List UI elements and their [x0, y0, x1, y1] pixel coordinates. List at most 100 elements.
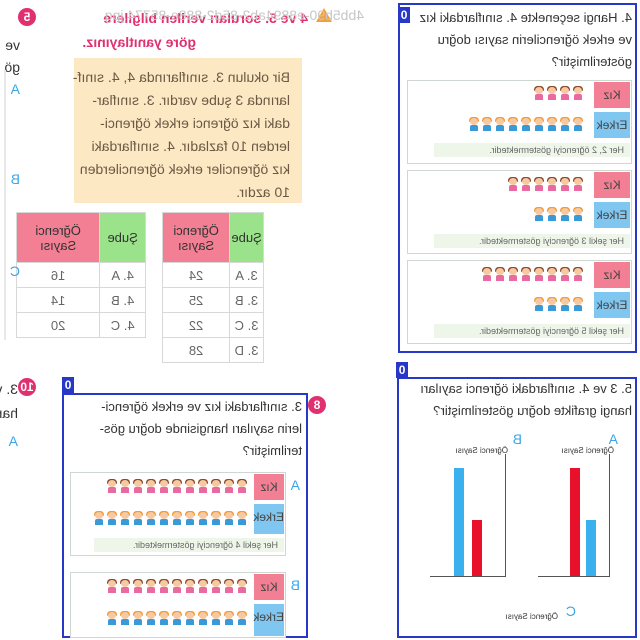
table-header: Öğrenci Sayısı	[162, 212, 230, 263]
option-letter: B	[10, 171, 20, 187]
boy-icon	[559, 117, 571, 132]
girls-label: Kız	[594, 262, 630, 288]
table-cell: 24	[162, 262, 230, 288]
question-text: lerin sayıları hangisinde doğru gös-	[99, 421, 302, 436]
frame-tag: 0	[398, 7, 410, 23]
question-number-badge: 10	[18, 378, 36, 396]
question-text: gösterilmiştir?	[551, 54, 632, 69]
legend-note: Her şekil 5 öğrenciyi göstermektedir.	[434, 324, 630, 338]
info-line: lerden 10 fazladır. 4. sınıflardaki	[91, 138, 290, 154]
option-letter: A	[290, 477, 300, 493]
grade4-table: Şube Öğrenci Sayısı 4. A 16 4. B 14 4. C 20	[16, 212, 146, 338]
boy-icon	[468, 117, 480, 132]
option-letter: A	[8, 433, 18, 449]
table-header: Öğrenci Sayısı	[16, 212, 100, 263]
option-letter: B	[290, 577, 300, 593]
boys-label: Erkek	[594, 292, 630, 318]
boy-icon	[520, 117, 532, 132]
question-text: 3. sınıflardaki kız ve erkek öğrenci-	[101, 399, 302, 414]
edge-text: gö	[4, 59, 20, 75]
girl-icon	[559, 86, 571, 101]
chart-y-label: Öğrenci Sayısı	[561, 446, 614, 455]
girl-icon	[572, 86, 584, 101]
boys-label: Erkek	[594, 112, 630, 138]
girls-icons	[532, 86, 584, 101]
question-text: 4. Hangi seçenekte 4. sınıflardaki kız	[419, 10, 632, 25]
bar	[570, 468, 580, 576]
chart-y-label: Öğrenci Sayısı	[455, 446, 508, 455]
girls-label: Kız	[594, 82, 630, 108]
boys-icons	[532, 207, 584, 222]
header-line-2: göre yanıtlayınız.	[82, 34, 196, 50]
boy-icon	[572, 117, 584, 132]
boys-icons	[105, 611, 248, 626]
table-cell: 4. A	[99, 262, 146, 288]
edge-divider	[4, 70, 6, 340]
frame-tag: 0	[62, 377, 74, 393]
table-cell: 4. C	[99, 312, 146, 338]
chart-y-label: Öğrenci Sayısı	[505, 612, 558, 621]
table-cell: 20	[16, 312, 100, 338]
grade3-table: Şube Öğrenci Sayısı 3. A 24 3. B 25 3. C 22…	[162, 212, 264, 363]
boy-icon	[507, 117, 519, 132]
girls-icons	[105, 579, 248, 594]
girls-icons	[480, 267, 584, 282]
table-cell: 3. A	[229, 262, 264, 288]
edge-text: 3. v	[0, 381, 18, 397]
legend-note: Her şekil 3 öğrenciyi göstermektedir.	[434, 234, 630, 248]
legend-note: Her şekil 4 öğrenciyi göstermektedir.	[94, 538, 284, 552]
girls-icons	[506, 177, 584, 192]
table-cell: 3. C	[229, 312, 264, 338]
info-box: Bir okulun 3. sınıflarında 4, 4. sınıf- …	[72, 58, 302, 203]
girls-label: Kız	[594, 172, 630, 198]
info-line: daki kız öğrenci erkek öğrenci-	[100, 115, 290, 131]
table-header: Şube	[229, 212, 264, 263]
table-cell: 25	[162, 287, 230, 313]
table-cell: 16	[16, 262, 100, 288]
boys-label: Erkek	[594, 202, 630, 228]
question-text: ve erkek öğrencilerin sayısı doğru	[437, 32, 632, 47]
edge-text: har	[0, 405, 18, 421]
watermark-text: 4bb5b90-e8894ab2-85d2-888e-85774.jpg	[104, 7, 364, 23]
frame-tag: 0	[396, 362, 408, 378]
y-axis	[505, 454, 506, 576]
info-line: larında 3 şube vardır. 3. sınıflar-	[92, 92, 290, 108]
edge-text: ve	[5, 37, 20, 53]
x-axis	[430, 576, 506, 577]
boy-icon	[546, 117, 558, 132]
table-cell: 3. D	[229, 337, 264, 363]
table-cell: 4. B	[99, 287, 146, 313]
table-header: Şube	[99, 212, 146, 263]
girl-icon	[533, 86, 545, 101]
girls-icons	[105, 479, 248, 494]
option-letter: C	[565, 603, 576, 619]
question-text: 5. 3 ve 4. sınıflardaki öğrenci sayıları	[420, 381, 632, 396]
boy-icon	[494, 117, 506, 132]
girls-label: Kız	[254, 474, 284, 500]
info-line: Bir okulun 3. sınıflarında 4, 4. sınıf-	[72, 69, 290, 85]
option-letter: B	[512, 431, 522, 447]
boys-label: Erkek	[253, 604, 284, 636]
y-axis	[609, 454, 610, 576]
info-line: 10 azdır.	[236, 184, 290, 200]
bar	[472, 520, 482, 576]
info-line: kız öğrenciler erkek öğrencilerden	[79, 161, 290, 177]
table-cell: 3. B	[229, 287, 264, 313]
question-number-badge: 8	[308, 396, 326, 414]
boy-icon	[481, 117, 493, 132]
table-cell: 22	[162, 312, 230, 338]
option-letter: A	[10, 81, 20, 97]
question-text: terilmiştir?	[242, 443, 302, 458]
girls-label: Kız	[254, 574, 284, 600]
legend-note: Her 2, 2 öğrenciyi göstermektedir.	[434, 143, 630, 157]
table-cell: 14	[16, 287, 100, 313]
question-text: hangi grafikte doğru gösterilmiştir?	[433, 403, 632, 418]
girl-icon	[546, 86, 558, 101]
boys-icons	[92, 511, 248, 526]
bar	[586, 520, 596, 576]
table-cell: 28	[162, 337, 230, 363]
boys-icons	[532, 297, 584, 312]
bar	[454, 468, 464, 576]
boys-label: Erkek	[253, 504, 284, 534]
